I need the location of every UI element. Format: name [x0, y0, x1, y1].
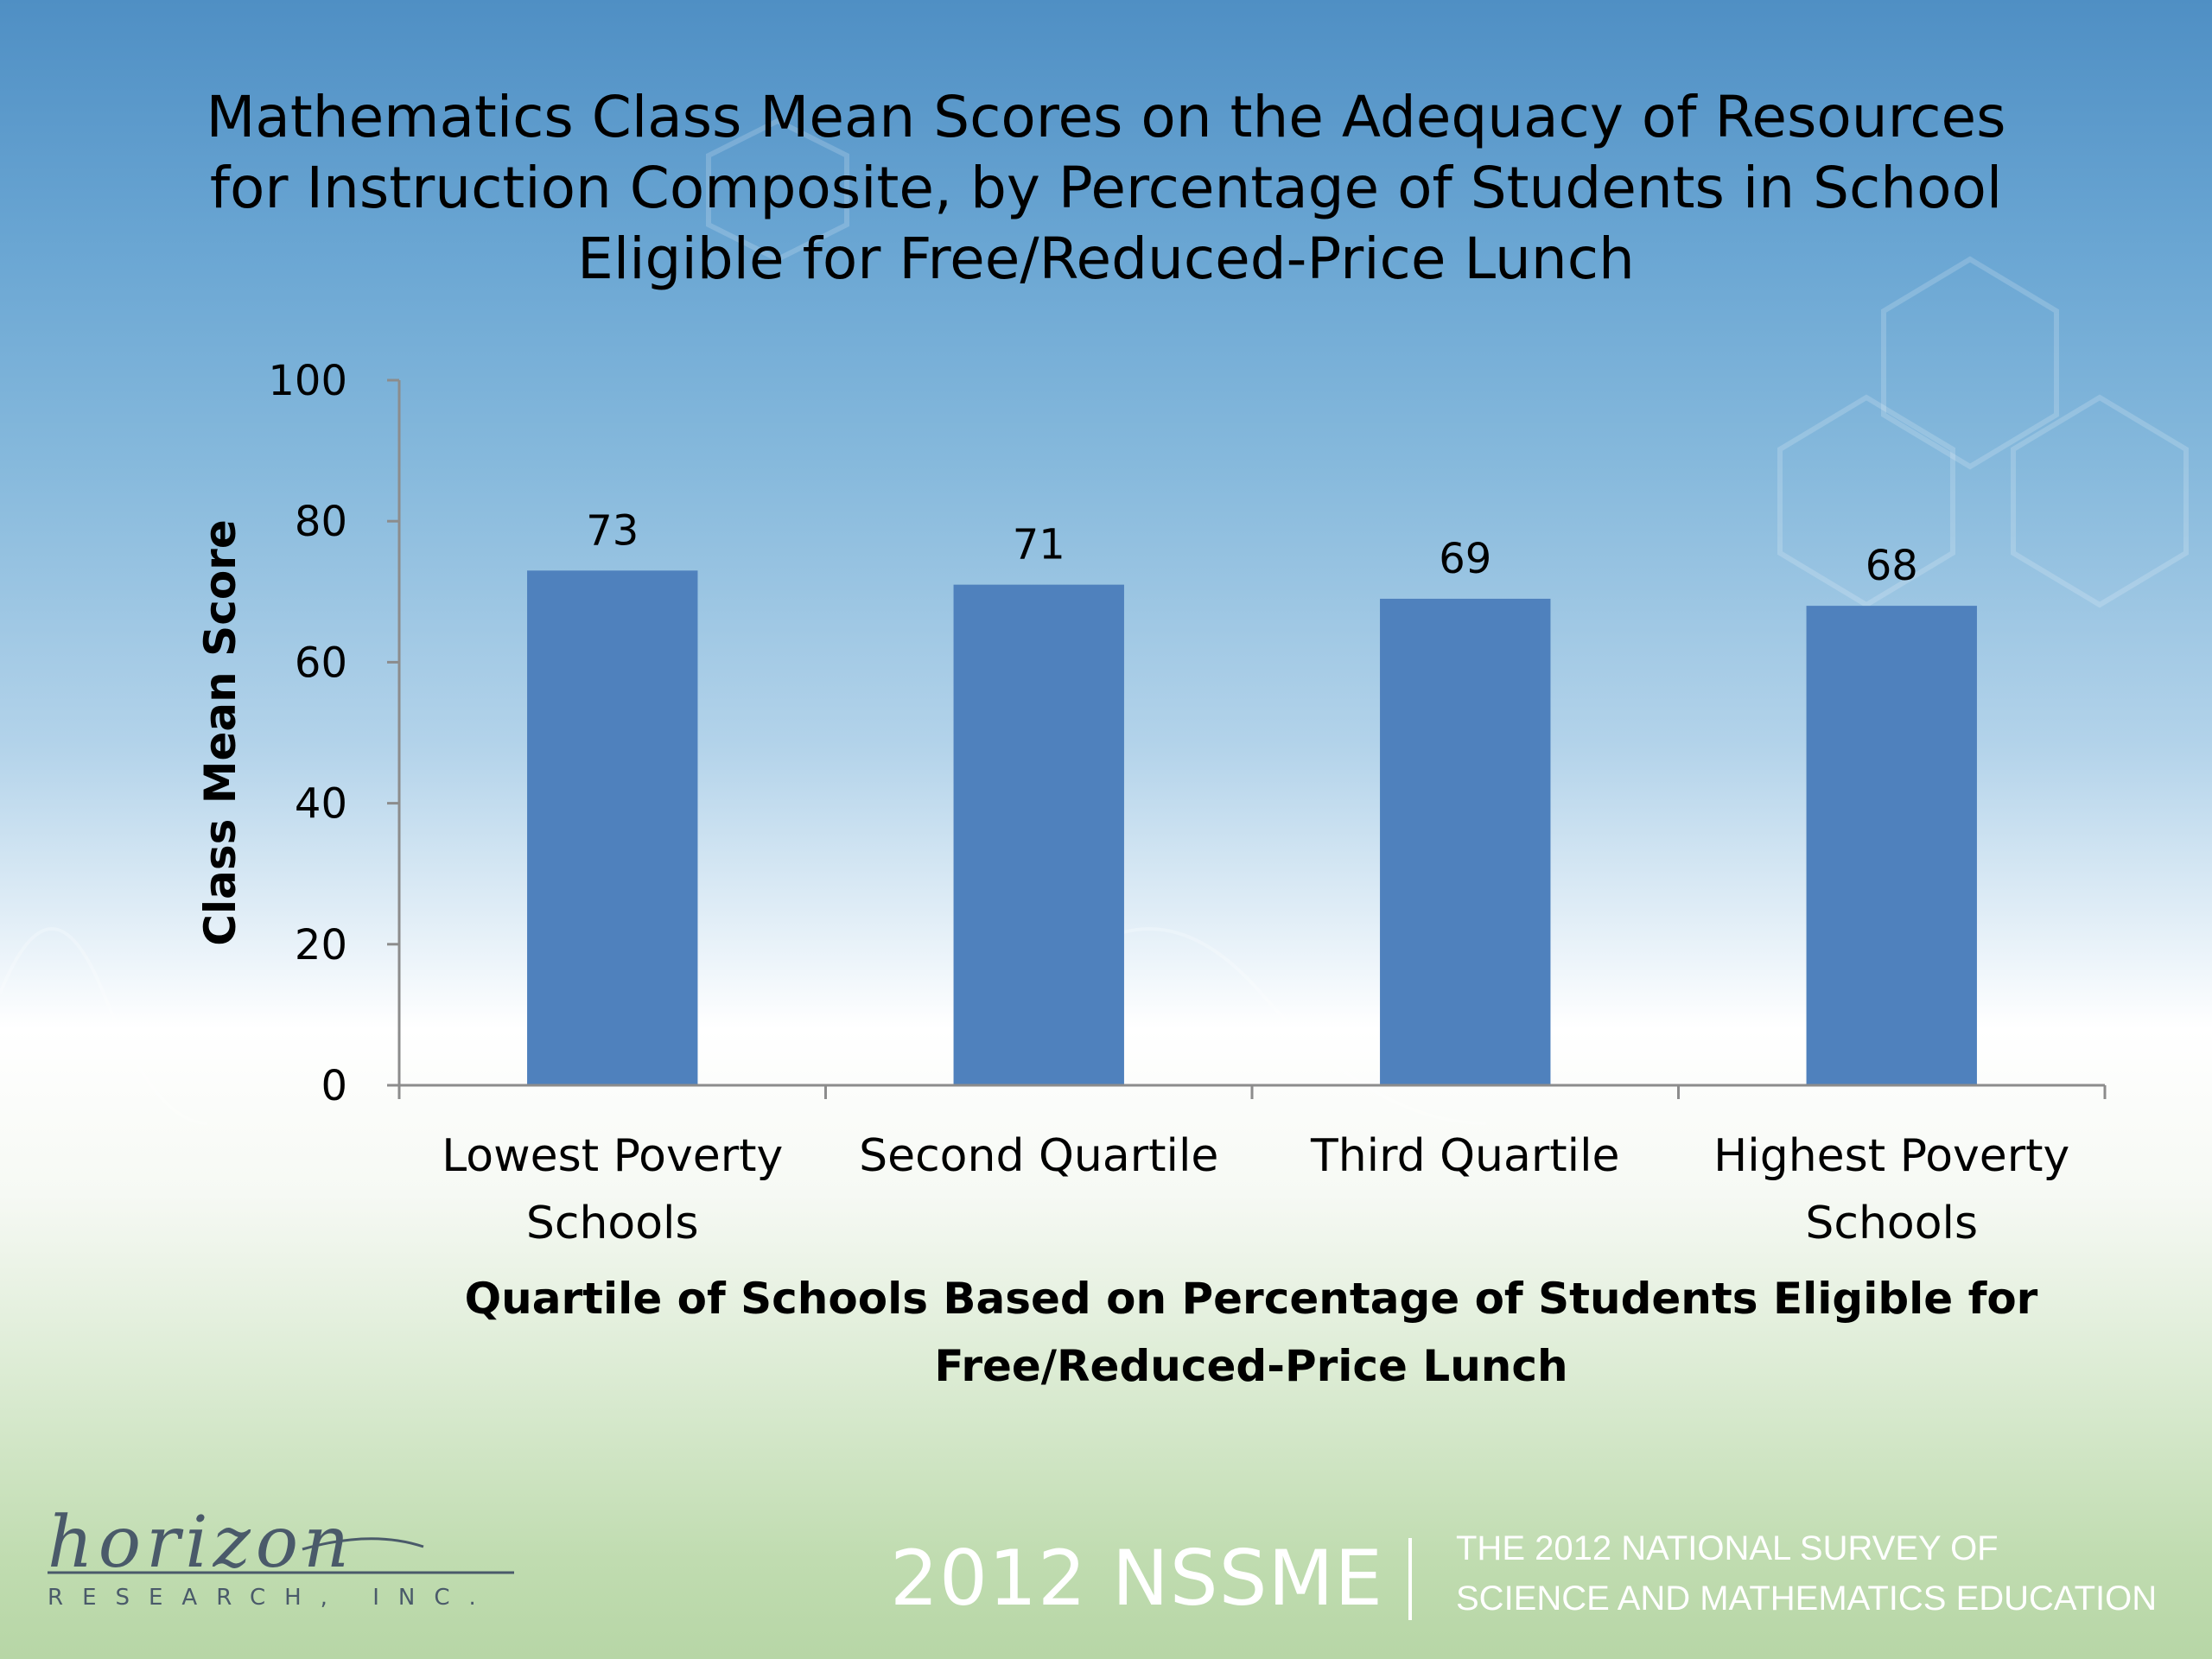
y-tick-label: 40 — [295, 780, 347, 829]
nssme-brand: 2012 NSSME — [890, 1534, 1383, 1623]
title-line-3: Eligible for Free/Reduced-Price Lunch — [577, 226, 1635, 292]
footer-divider — [1408, 1538, 1412, 1620]
data-label: 69 — [1439, 535, 1491, 583]
category-label: Schools — [526, 1198, 699, 1249]
data-label: 73 — [586, 506, 639, 555]
bar — [527, 570, 698, 1085]
chart-title: Mathematics Class Mean Scores on the Ade… — [104, 82, 2108, 295]
x-axis-title-line-1: Quartile of Schools Based on Percentage … — [465, 1274, 2038, 1324]
y-tick-label: 60 — [295, 639, 347, 687]
logo-script-text: horizon — [48, 1508, 354, 1584]
y-tick-label: 100 — [268, 357, 347, 405]
y-tick-label: 0 — [321, 1062, 347, 1110]
x-axis-title-line-2: Free/Reduced-Price Lunch — [934, 1341, 1567, 1391]
bar — [1806, 606, 1977, 1085]
category-label: Second Quartile — [859, 1130, 1218, 1182]
horizon-research-logo: horizon RESEARCH, INC. — [48, 1508, 514, 1611]
x-axis: Lowest Poverty Schools Second Quartile Thir… — [397, 1084, 2107, 1249]
bar-chart: 0 20 40 60 80 100 73 71 69 68 Lowest Poverty Scho… — [195, 357, 2107, 1391]
y-axis-title: Class Mean Score — [195, 519, 245, 945]
data-label: 68 — [1866, 542, 1918, 590]
category-label: Lowest Poverty — [442, 1130, 783, 1182]
bar — [1380, 598, 1551, 1085]
category-label: Third Quartile — [1310, 1130, 1620, 1182]
logo-sub-text: RESEARCH, INC. — [48, 1585, 495, 1611]
title-line-2: for Instruction Composite, by Percentage… — [209, 155, 2003, 221]
survey-name: THE 2012 NATIONAL SURVEY OF SCIENCE AND … — [1456, 1523, 2157, 1624]
survey-line-1: THE 2012 NATIONAL SURVEY OF — [1456, 1529, 1999, 1567]
category-label: Highest Poverty — [1713, 1130, 2069, 1182]
y-tick-label: 20 — [295, 921, 347, 969]
y-tick-label: 80 — [295, 498, 347, 546]
bar-series: 73 71 69 68 — [527, 506, 1977, 1085]
y-axis: 0 20 40 60 80 100 — [268, 357, 401, 1110]
survey-line-2: SCIENCE AND MATHEMATICS EDUCATION — [1456, 1580, 2158, 1618]
data-label: 71 — [1013, 521, 1065, 569]
title-line-1: Mathematics Class Mean Scores on the Ade… — [206, 84, 2006, 150]
bar — [953, 584, 1124, 1085]
category-label: Schools — [1805, 1198, 1978, 1249]
